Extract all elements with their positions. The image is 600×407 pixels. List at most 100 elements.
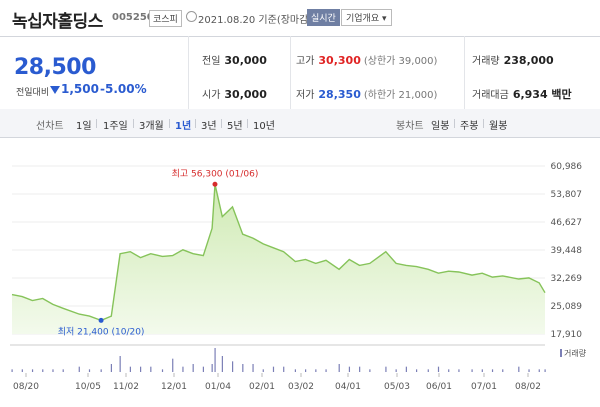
price-change: 1,500 xyxy=(50,82,99,96)
volume-bar xyxy=(192,364,194,372)
x-tick-label: 05/03 xyxy=(384,382,410,392)
volume-bar xyxy=(52,369,54,372)
volume-bar xyxy=(42,369,44,372)
price-line xyxy=(11,184,546,322)
x-tick-label: 10/05 xyxy=(75,382,101,392)
divider xyxy=(290,36,291,109)
volume-bar xyxy=(182,366,184,372)
stock-header: 녹십자홀딩스 005250 코스피 2021.08.20 기준(장마감) 실시간… xyxy=(0,0,600,36)
day-low: 저가 28,350 (하한가 21,000) xyxy=(296,88,438,101)
volume-bar xyxy=(88,369,91,372)
company-info-dropdown[interactable]: 기업개요 ▾ xyxy=(341,9,392,26)
price-area xyxy=(12,184,545,334)
trade-amount: 거래대금 6,934 백만 xyxy=(472,88,572,101)
candle-chart-label: 봉차트 xyxy=(396,121,424,132)
volume-bar xyxy=(242,364,244,372)
volume-bar xyxy=(161,369,164,372)
volume-bar xyxy=(252,364,254,372)
volume-bar xyxy=(140,366,142,372)
volume-bar xyxy=(518,366,520,372)
change-value: 1,500 xyxy=(61,82,99,96)
volume-bar xyxy=(100,369,102,372)
tab-3m[interactable]: 3개월 xyxy=(139,121,164,132)
volume-bar xyxy=(294,369,296,372)
change-label: 전일대비 xyxy=(16,88,50,98)
volume-bar xyxy=(110,364,112,372)
y-tick-label: 17,910 xyxy=(551,330,583,340)
tab-1y[interactable]: 1년 xyxy=(175,121,192,132)
volume-bar xyxy=(458,369,460,372)
current-price: 28,500 xyxy=(14,55,96,80)
volume-bar xyxy=(528,369,530,372)
volume-bar xyxy=(427,369,429,372)
volume-bar xyxy=(502,369,504,372)
divider xyxy=(188,36,189,109)
volume-bar xyxy=(262,369,264,372)
stock-code: 005250 xyxy=(112,12,154,23)
volume-legend-swatch xyxy=(560,349,562,357)
tab-1w[interactable]: 1주일 xyxy=(103,121,128,132)
volume-bar xyxy=(272,366,275,372)
max-point xyxy=(212,181,218,187)
volume-bar xyxy=(221,356,223,372)
volume-bar xyxy=(325,369,327,372)
x-tick-label: 04/01 xyxy=(335,382,361,392)
volume-legend: 거래량 xyxy=(564,348,587,358)
date-note: 2021.08.20 기준(장마감) xyxy=(198,15,313,26)
x-tick-label: 02/01 xyxy=(249,382,275,392)
x-tick-label: 08/20 xyxy=(13,382,39,392)
x-tick-label: 01/04 xyxy=(205,382,231,392)
tab-daily-candle[interactable]: 일봉 xyxy=(431,121,450,132)
y-tick-label: 60,986 xyxy=(551,162,583,172)
market-badge: 코스피 xyxy=(149,10,182,27)
volume: 거래량 238,000 xyxy=(472,54,554,67)
x-tick-label: 07/01 xyxy=(471,382,497,392)
volume-bar xyxy=(359,366,361,372)
price-chart: 60,986 53,807 46,627 39,448 32,269 25,089 17,9… xyxy=(10,162,587,392)
volume-bar xyxy=(544,369,546,372)
tab-weekly-candle[interactable]: 주봉 xyxy=(460,121,479,132)
tab-1d[interactable]: 1일 xyxy=(76,121,92,132)
volume-bar xyxy=(78,366,80,372)
volume-bar xyxy=(211,364,213,372)
volume-bar xyxy=(129,366,131,372)
x-tick-label: 03/02 xyxy=(288,382,314,392)
realtime-button[interactable]: 실시간 xyxy=(307,9,340,26)
volume-bar xyxy=(214,348,216,372)
tab-3y[interactable]: 3년 xyxy=(201,121,217,132)
tab-monthly-candle[interactable]: 월봉 xyxy=(489,121,508,132)
volume-bar xyxy=(405,366,407,372)
x-tick-label: 06/01 xyxy=(426,382,452,392)
volume-bar xyxy=(415,369,418,372)
x-tick-label: 08/02 xyxy=(515,382,541,392)
down-triangle-icon xyxy=(50,85,60,94)
volume-bar xyxy=(150,366,152,372)
prev-close: 전일 30,000 xyxy=(202,54,267,67)
volume-bar xyxy=(31,369,34,372)
volume-bar xyxy=(538,369,540,372)
volume-bar xyxy=(315,369,317,372)
volume-bar xyxy=(232,361,234,372)
volume-bar xyxy=(283,366,285,372)
volume-bar xyxy=(21,369,23,372)
volume-bar xyxy=(395,369,397,372)
tab-5y[interactable]: 5년 xyxy=(227,121,243,132)
y-tick-label: 46,627 xyxy=(551,218,583,228)
volume-bar xyxy=(11,369,13,372)
volume-bar xyxy=(448,369,450,372)
volume-bar xyxy=(437,366,440,372)
volume-bar xyxy=(471,369,473,372)
tab-10y[interactable]: 10년 xyxy=(253,121,275,132)
volume-bar xyxy=(369,369,371,372)
volume-bar xyxy=(385,366,387,372)
volume-bar xyxy=(119,356,121,372)
max-label: 최고 56,300 (01/06) xyxy=(172,168,259,179)
y-tick-label: 25,089 xyxy=(551,302,583,312)
volume-bar xyxy=(62,369,64,372)
min-point xyxy=(98,317,104,323)
day-high: 고가 30,300 (상한가 39,000) xyxy=(296,54,438,67)
volume-bar xyxy=(338,364,340,372)
stock-name: 녹십자홀딩스 xyxy=(12,12,103,32)
x-tick-label: 12/01 xyxy=(161,382,187,392)
clock-icon xyxy=(186,11,197,22)
